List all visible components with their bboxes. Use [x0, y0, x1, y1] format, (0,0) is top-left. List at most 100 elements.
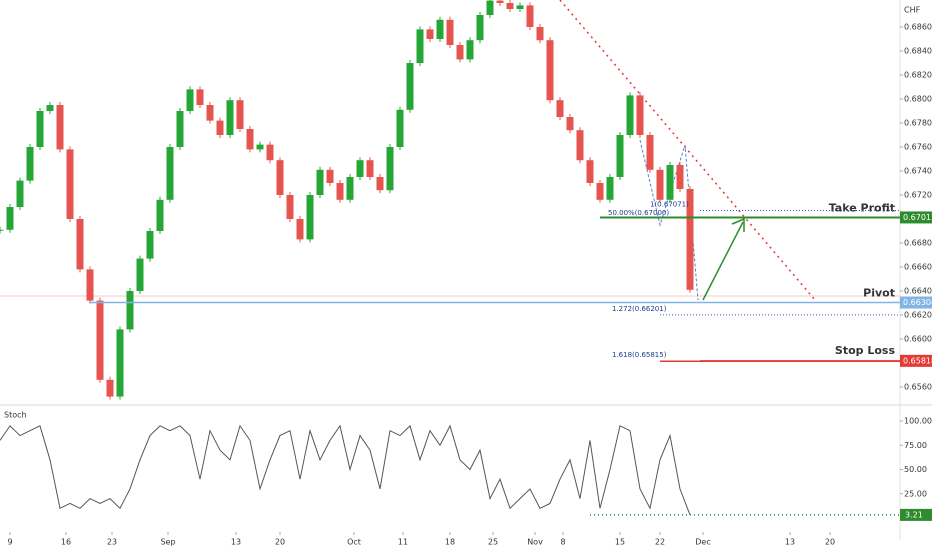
candle [296, 219, 304, 240]
candle [76, 219, 84, 270]
candle [616, 135, 624, 177]
candle [146, 231, 154, 259]
candle [526, 5, 534, 28]
candle [286, 195, 294, 219]
candle [266, 144, 274, 161]
candle [106, 379, 114, 397]
stoch-tick-label: 25.00 [904, 489, 927, 498]
candle [16, 180, 24, 207]
level-name: Stop Loss [835, 344, 896, 357]
x-tick-label: Dec [695, 538, 710, 547]
stoch-tick-label: 75.00 [904, 441, 927, 450]
candle [376, 177, 384, 191]
candle [626, 95, 634, 135]
candle [446, 19, 454, 45]
candle [516, 5, 524, 9]
candle [466, 40, 474, 60]
candle [416, 29, 424, 63]
x-tick-label: 16 [61, 538, 71, 547]
y-tick-label: 0.65600 [904, 383, 932, 392]
candle [596, 183, 604, 200]
candle [406, 63, 414, 110]
candle [606, 177, 614, 200]
candle [486, 0, 494, 15]
candle [6, 207, 14, 230]
candle [206, 105, 214, 121]
candle [666, 165, 674, 200]
fib-label: 1(0.67071) [650, 200, 689, 208]
candle [676, 165, 684, 189]
candle [536, 27, 544, 41]
candle [476, 15, 484, 41]
arrow-head [731, 217, 745, 232]
candle [426, 29, 434, 39]
candle [156, 199, 164, 231]
x-tick-label: 25 [488, 538, 498, 547]
x-tick-label: 20 [825, 538, 835, 547]
level-price: 0.65818 [903, 356, 932, 365]
candle [496, 0, 504, 3]
candle [436, 19, 444, 39]
candle [546, 40, 554, 101]
level-price-box [900, 211, 932, 224]
x-tick-label: 23 [107, 538, 117, 547]
candle [326, 169, 334, 183]
fib-label: 1.618(0.65815) [612, 351, 667, 359]
x-tick-label: 22 [655, 538, 665, 547]
candle [336, 183, 344, 200]
fib-label: 50.00%(0.67000) [608, 209, 669, 217]
x-tick-label: 13 [231, 538, 241, 547]
candle [56, 105, 64, 150]
candle [186, 89, 194, 111]
candle [166, 147, 174, 200]
candle [126, 291, 134, 330]
stoch-tick-label: 100.00 [904, 417, 932, 426]
candle [26, 147, 34, 181]
level-price-box [900, 296, 932, 309]
stoch-price-box [900, 508, 932, 521]
x-tick-label: Sep [160, 538, 175, 547]
candle [116, 329, 124, 397]
candle [216, 120, 224, 135]
candle [386, 147, 394, 191]
candle [506, 3, 514, 9]
level-price: 0.67013 [903, 213, 932, 222]
x-tick-label: 9 [7, 538, 12, 547]
candle [456, 45, 464, 60]
level-name: Take Profit [829, 201, 895, 214]
candle [46, 105, 54, 111]
candle [276, 160, 284, 195]
x-tick-label: 11 [398, 538, 408, 547]
candle [36, 111, 44, 147]
x-tick-label: Oct [347, 538, 361, 547]
fib-label: 1.272(0.66201) [612, 305, 667, 313]
candle [316, 169, 324, 195]
candle [686, 189, 694, 290]
currency-label: CHF [904, 6, 921, 15]
x-tick-label: 15 [615, 538, 625, 547]
candle [306, 195, 314, 240]
candle [656, 169, 664, 200]
candle [196, 89, 204, 105]
x-tick-label: 13 [785, 538, 795, 547]
candle [356, 160, 364, 177]
level-name: Pivot [863, 287, 895, 300]
stoch-tick-label: 50.00 [904, 465, 927, 474]
candle [66, 149, 74, 219]
candle [346, 177, 354, 200]
projection-arrow [702, 221, 744, 301]
stoch-line [0, 424, 691, 516]
candle [646, 135, 654, 170]
x-tick-label: 18 [445, 538, 455, 547]
